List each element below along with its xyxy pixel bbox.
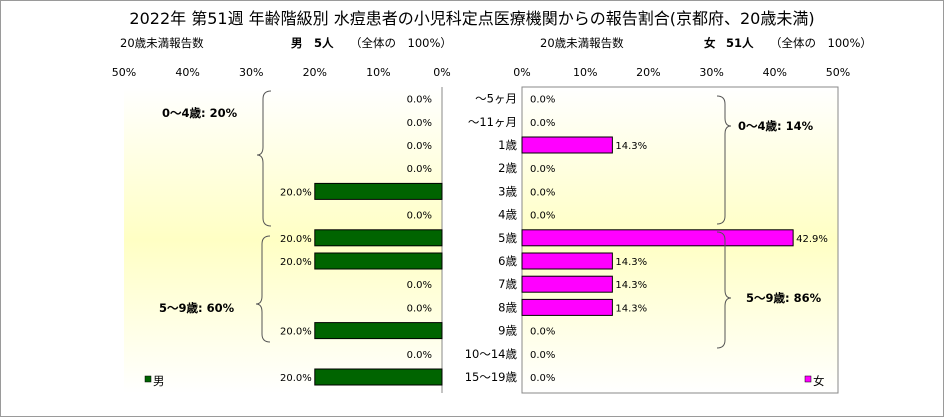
right-x-tick: 10% [573, 66, 597, 79]
age-category-label: 3歳 [498, 184, 517, 198]
right-x-tick: 20% [636, 66, 660, 79]
left-bar [314, 322, 443, 340]
right-bar-label: 0.0% [530, 373, 555, 384]
left-chart: 50% 40% 30% 20% 10% 0% 0.0% 0.0% 0.0% 0.0% 20.0% 0.… [112, 66, 451, 386]
left-bar-label: 0.0% [407, 95, 432, 106]
right-bar-label: 0.0% [530, 211, 555, 222]
left-bar-label: 20.0% [280, 327, 312, 338]
left-bar-label: 0.0% [407, 280, 432, 291]
right-bar-label: 0.0% [530, 350, 555, 361]
left-x-tick: 50% [112, 66, 136, 79]
age-category-label: 4歳 [498, 208, 517, 222]
chart-title: 2022年 第51週 年齢階級別 水痘患者の小児科定点医療機関からの報告割合(京… [129, 9, 815, 28]
age-category-label: 8歳 [498, 300, 517, 314]
right-x-tick: 40% [763, 66, 787, 79]
left-bar-label: 0.0% [407, 118, 432, 129]
right-bar [521, 252, 613, 270]
right-bar [521, 275, 613, 293]
right-count-label: 20歳未満報告数 [540, 36, 624, 50]
left-bar [314, 252, 443, 270]
left-bar-label: 0.0% [407, 350, 432, 361]
left-bar-label: 20.0% [280, 187, 312, 198]
right-bar-label: 14.3% [615, 303, 647, 314]
right-x-tick: 50% [826, 66, 850, 79]
age-category-label: 10～14歳 [465, 347, 518, 361]
right-bar-label: 14.3% [615, 257, 647, 268]
left-annotation-5-9: 5～9歳: 60% [159, 301, 235, 315]
right-share: （全体の 100%） [770, 36, 872, 50]
right-bar-label: 0.0% [530, 327, 555, 338]
left-share: （全体の 100%） [350, 36, 452, 50]
left-bar [314, 368, 443, 386]
right-total: 51人 [726, 36, 754, 50]
left-x-tick: 20% [303, 66, 327, 79]
left-legend-swatch [144, 375, 152, 383]
left-bar-label: 0.0% [407, 303, 432, 314]
right-bar-label: 14.3% [615, 280, 647, 291]
age-category-label: 6歳 [498, 254, 517, 268]
age-category-label: 5歳 [498, 231, 517, 245]
right-bar-label: 0.0% [530, 187, 555, 198]
right-legend-swatch [804, 375, 812, 383]
age-category-label: 7歳 [498, 277, 517, 291]
left-bar [314, 182, 443, 200]
left-legend-label: 男 [153, 374, 165, 388]
left-bar-label: 0.0% [407, 211, 432, 222]
age-category-label: 1歳 [498, 138, 517, 152]
left-bar-label: 20.0% [280, 373, 312, 384]
right-bar-label: 0.0% [530, 95, 555, 106]
right-x-tick: 0% [513, 66, 530, 79]
age-category-label: 15～19歳 [465, 370, 518, 384]
right-x-tick: 30% [699, 66, 723, 79]
age-category-label: 9歳 [498, 324, 517, 338]
age-category-label: ～11ヶ月 [468, 115, 517, 129]
left-bar-label: 0.0% [407, 141, 432, 152]
right-legend-label: 女 [813, 374, 825, 388]
right-annotation-5-9: 5～9歳: 86% [746, 291, 822, 305]
left-x-tick: 0% [433, 66, 450, 79]
left-brace-5-9 [255, 235, 271, 343]
right-bar [521, 136, 613, 154]
right-sex-label: 女 [704, 36, 716, 50]
right-annotation-0-4: 0～4歳: 14% [738, 119, 814, 133]
left-x-tick: 10% [366, 66, 390, 79]
left-bar-label: 20.0% [280, 234, 312, 245]
left-bar [314, 229, 443, 247]
right-bar-label: 0.0% [530, 164, 555, 175]
age-category-label: ～5ヶ月 [475, 92, 517, 106]
left-sex-label: 男 [291, 36, 303, 50]
left-brace-0-4 [256, 90, 272, 227]
age-category-labels: ～5ヶ月 ～11ヶ月 1歳 2歳 3歳 4歳 5歳 6歳 7歳 8歳 9歳 10～14歳 15～19歳 [465, 92, 518, 384]
right-brace-5-9 [716, 231, 732, 349]
right-bar [521, 298, 613, 316]
left-total: 5人 [314, 36, 334, 50]
right-bar-label: 14.3% [615, 141, 647, 152]
left-bar-label: 0.0% [407, 164, 432, 175]
right-bar [521, 229, 794, 247]
left-x-tick: 40% [175, 66, 199, 79]
right-bar-label: 0.0% [530, 118, 555, 129]
left-bar-label: 20.0% [280, 257, 312, 268]
age-category-label: 2歳 [498, 161, 517, 175]
left-x-tick: 30% [239, 66, 263, 79]
right-brace-0-4 [716, 95, 732, 225]
left-count-label: 20歳未満報告数 [120, 36, 204, 50]
left-annotation-0-4: 0～4歳: 20% [162, 106, 238, 120]
right-bar-label: 42.9% [796, 234, 828, 245]
